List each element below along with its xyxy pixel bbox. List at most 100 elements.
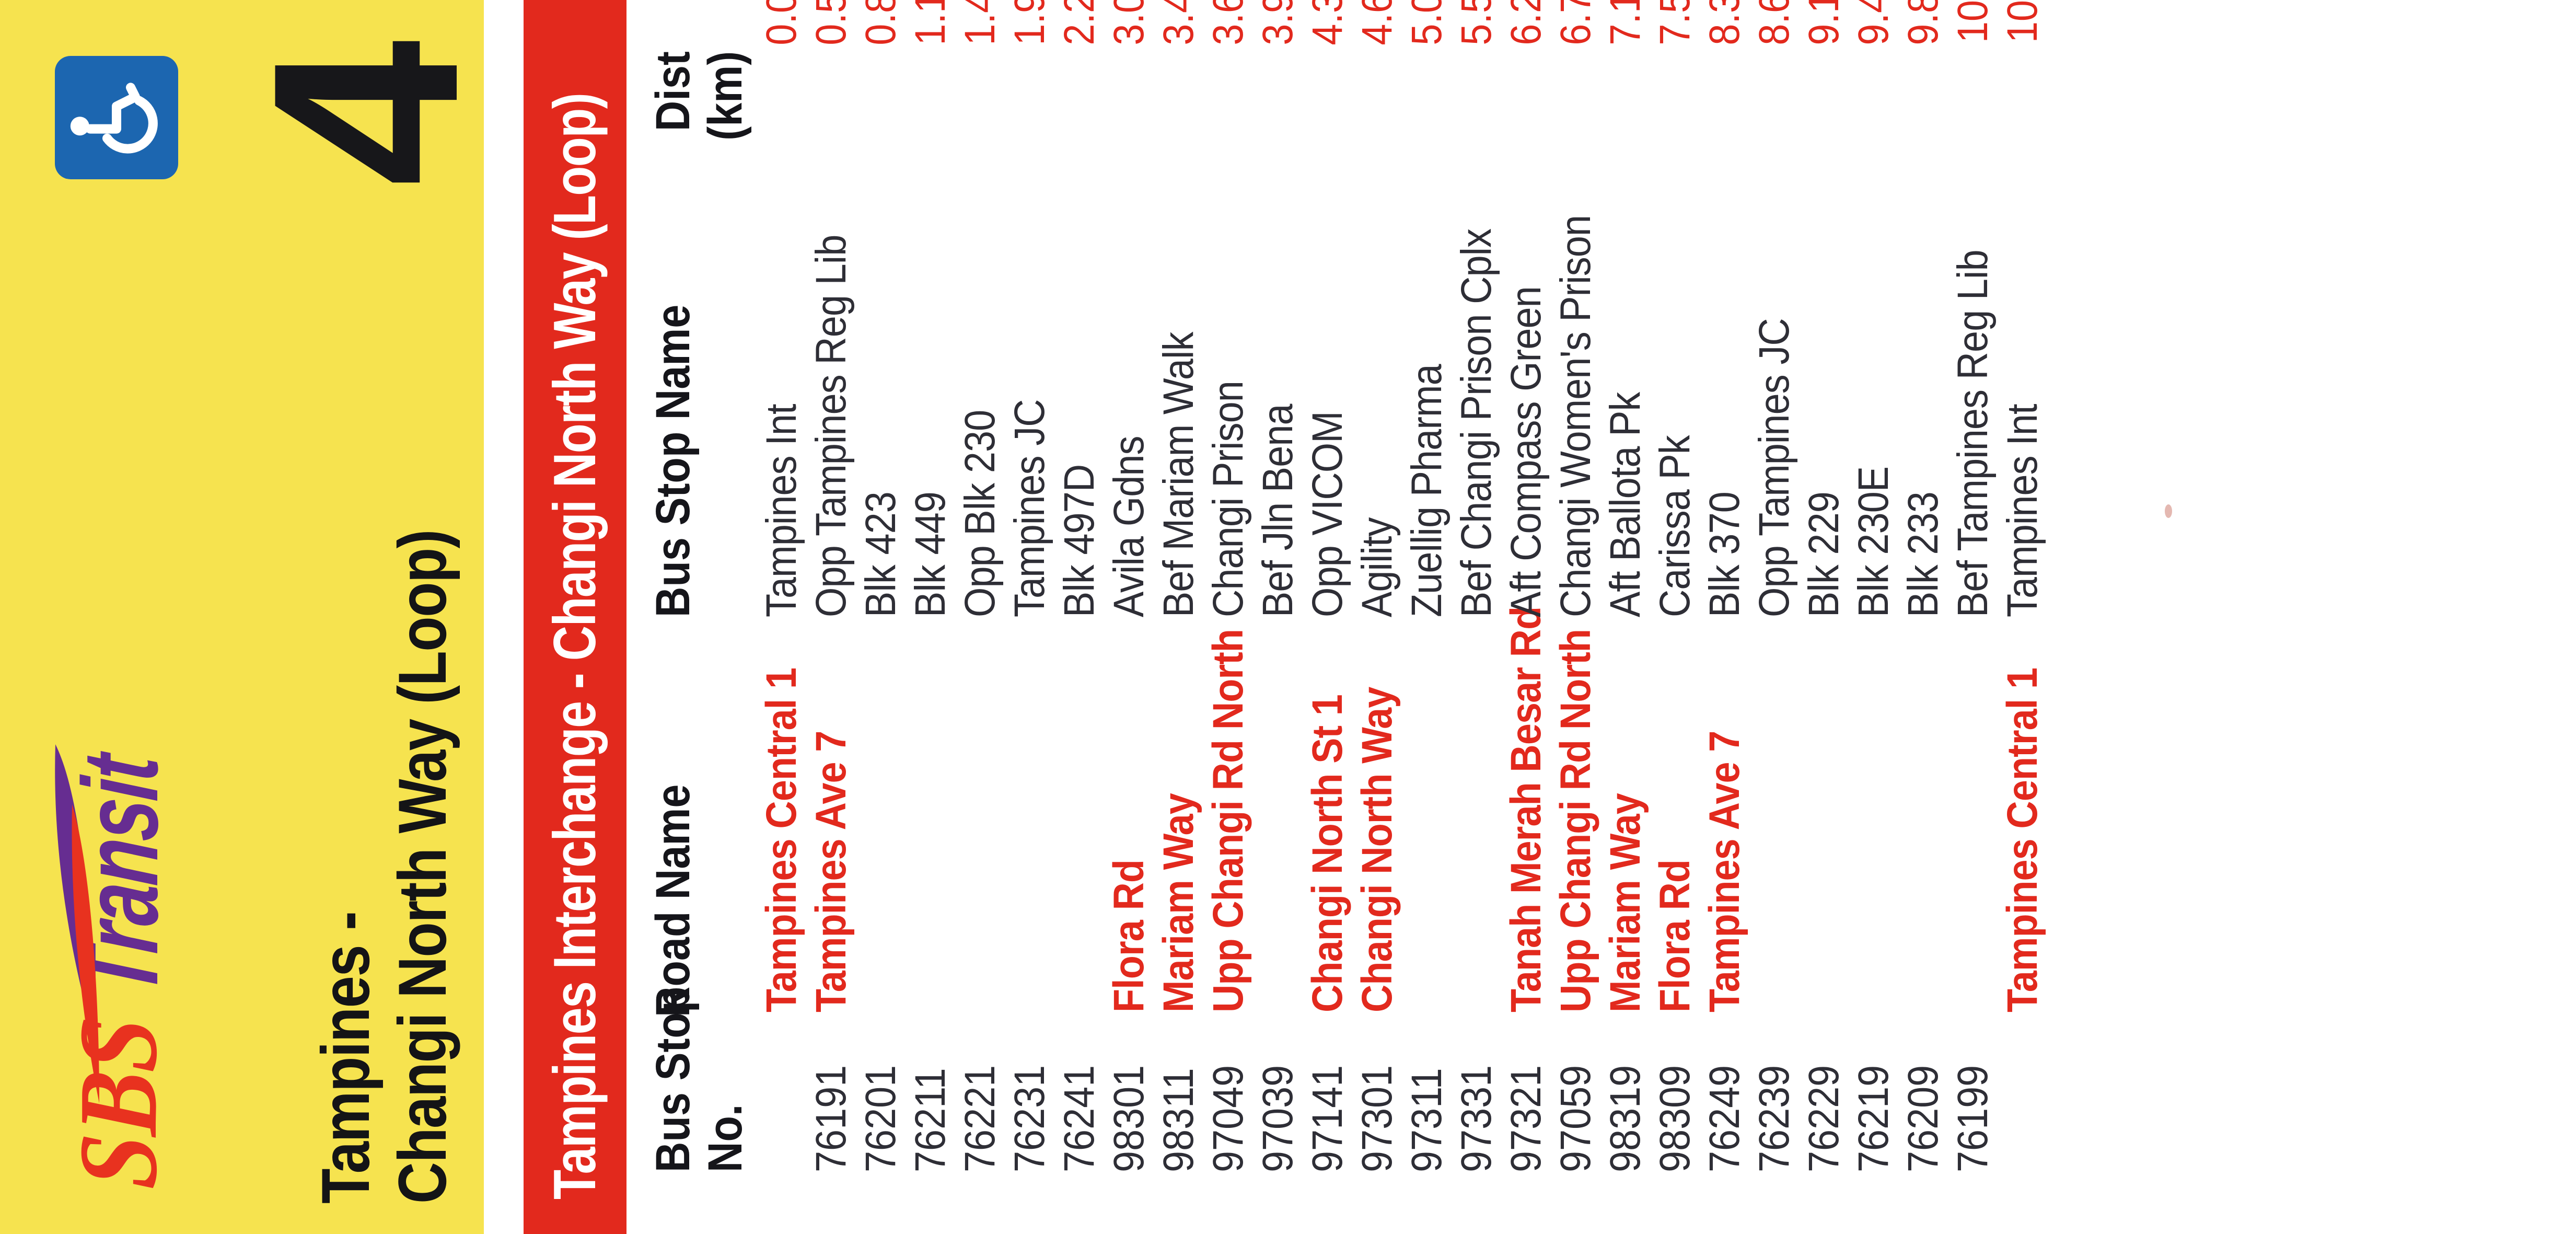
- distance-km: 8.3: [1701, 0, 1748, 45]
- table-row: 98301 Flora Rd Avila Gdns 3.0: [1104, 0, 1154, 1234]
- bus-stop-name: Bef Tampines Reg Lib: [1949, 250, 1997, 617]
- bus-stop-name: Blk 233: [1899, 492, 1947, 617]
- table-row: 76199 Bef Tampines Reg Lib 10.1: [1948, 0, 1998, 1234]
- table-row: 97049 Upp Changi Rd North Changi Prison …: [1203, 0, 1253, 1234]
- table-row: 98311 Mariam Way Bef Mariam Walk 3.4: [1154, 0, 1203, 1234]
- distance-km: 5.5: [1453, 0, 1500, 45]
- distance-km: 1.9: [1006, 0, 1053, 45]
- scan-speckle: [2165, 504, 2172, 518]
- road-name: Changi North St 1: [1304, 695, 1351, 1012]
- distance-km: 10.7: [1999, 0, 2046, 43]
- table-row: 98319 Mariam Way Aft Ballota Pk 7.1: [1600, 0, 1650, 1234]
- road-name: Changi North Way: [1353, 687, 1401, 1012]
- table-row: 98309 Flora Rd Carissa Pk 7.5: [1650, 0, 1700, 1234]
- bus-stop-name: Aft Compass Green: [1502, 286, 1550, 617]
- table-header: Bus Stop No. Road Name Bus Stop Name Dis…: [646, 0, 757, 1234]
- bus-stop-name: Avila Gdns: [1105, 436, 1153, 617]
- route-title: Tampines - Changi North Way (Loop): [307, 411, 461, 1204]
- table-row: 76191 Tampines Ave 7 Opp Tampines Reg Li…: [806, 0, 856, 1234]
- table-row: 97301 Changi North Way Agility 4.6: [1352, 0, 1402, 1234]
- bus-stop-no: 76229: [1800, 1065, 1848, 1172]
- bus-stop-name: Carissa Pk: [1651, 435, 1699, 617]
- route-title-line2: Changi North Way (Loop): [384, 530, 460, 1204]
- direction-banner-text: Tampines Interchange - Changi North Way …: [542, 93, 608, 1200]
- bus-stop-name: Bef Jln Bena: [1254, 404, 1302, 617]
- distance-km: 9.4: [1850, 0, 1897, 45]
- bus-stop-no: 76241: [1055, 1065, 1103, 1172]
- distance-km: 7.1: [1602, 0, 1649, 45]
- direction-banner: Tampines Interchange - Changi North Way …: [524, 0, 626, 1234]
- road-name: Tampines Central 1: [758, 667, 805, 1012]
- road-name: Tampines Ave 7: [807, 731, 855, 1012]
- bus-stop-no: 97321: [1502, 1065, 1550, 1172]
- bus-stop-no: 97311: [1403, 1068, 1451, 1172]
- bus-stop-name: Blk 370: [1701, 492, 1748, 617]
- bus-stop-name: Zuellig Pharma: [1403, 364, 1451, 617]
- distance-km: 2.2: [1055, 0, 1103, 45]
- bus-stop-name: Blk 229: [1800, 492, 1848, 617]
- distance-km: 0.8: [857, 0, 904, 45]
- table-row: 97141 Changi North St 1 Opp VICOM 4.3: [1303, 0, 1352, 1234]
- table-row: 97059 Upp Changi Rd North Changi Women's…: [1551, 0, 1600, 1234]
- wheelchair-accessible-badge: [55, 56, 178, 179]
- bus-stop-no: 98309: [1651, 1065, 1699, 1172]
- table-row: 76249 Tampines Ave 7 Blk 370 8.3: [1700, 0, 1749, 1234]
- bus-stop-name: Blk 230E: [1850, 466, 1897, 617]
- table-row: Tampines Central 1 Tampines Int 0.0: [757, 0, 806, 1234]
- service-number: 4: [218, 46, 513, 187]
- bus-stop-no: 76199: [1949, 1065, 1997, 1172]
- bus-stop-name: Blk 497D: [1055, 464, 1103, 617]
- table-row: 76201 Blk 423 0.8: [856, 0, 906, 1234]
- road-name: Mariam Way: [1602, 793, 1649, 1012]
- logo-swoosh-red-icon: [72, 804, 99, 1103]
- distance-km: 7.5: [1651, 0, 1699, 45]
- distance-km: 3.6: [1204, 0, 1252, 45]
- road-name: Tampines Ave 7: [1701, 731, 1748, 1012]
- header-dist: Dist (km): [646, 51, 752, 141]
- bus-stop-name: Aft Ballota Pk: [1602, 392, 1649, 617]
- distance-km: 5.0: [1403, 0, 1451, 45]
- bus-stop-name: Opp Tampines Reg Lib: [807, 235, 855, 617]
- road-name: Upp Changi Rd North: [1204, 629, 1252, 1012]
- table-row: 76219 Blk 230E 9.4: [1849, 0, 1898, 1234]
- distance-km: 4.3: [1304, 0, 1351, 45]
- bus-stop-no: 97141: [1304, 1065, 1351, 1172]
- bus-stop-no: 76221: [956, 1065, 1004, 1172]
- masthead: SBS Transit 4 Tampines - Changi North Wa…: [0, 0, 513, 1234]
- bus-stop-no: 76231: [1006, 1065, 1053, 1172]
- road-name: Flora Rd: [1105, 859, 1153, 1012]
- road-name: Mariam Way: [1155, 793, 1202, 1012]
- bus-stop-name: Changi Prison: [1204, 381, 1252, 617]
- bus-stop-name: Tampines Int: [758, 404, 805, 617]
- table-row: 76229 Blk 229 9.1: [1799, 0, 1849, 1234]
- table-row: 76241 Blk 497D 2.2: [1054, 0, 1104, 1234]
- bus-stop-no: 76209: [1899, 1065, 1947, 1172]
- bus-stop-no: 98311: [1155, 1068, 1202, 1172]
- distance-km: 8.6: [1750, 0, 1798, 45]
- distance-km: 4.6: [1353, 0, 1401, 45]
- bus-stop-name: Changi Women's Prison: [1552, 215, 1599, 617]
- bus-stop-no: 76239: [1750, 1065, 1798, 1172]
- header-road-name: Road Name: [646, 784, 700, 1017]
- bus-stop-no: 76201: [857, 1065, 904, 1172]
- distance-km: 6.7: [1552, 0, 1599, 45]
- table-row: 76231 Tampines JC 1.9: [1005, 0, 1054, 1234]
- table-row: 76221 Opp Blk 230 1.4: [955, 0, 1005, 1234]
- bus-stop-name: Opp Tampines JC: [1750, 318, 1798, 617]
- bus-stop-no: 98301: [1105, 1065, 1153, 1172]
- bus-stop-name: Blk 423: [857, 492, 904, 617]
- table-row: Tampines Central 1 Tampines Int 10.7: [1998, 0, 2047, 1234]
- bus-stop-no: 76219: [1850, 1065, 1897, 1172]
- wheelchair-icon: [70, 83, 158, 154]
- distance-km: 1.1: [907, 0, 954, 45]
- bus-stop-name: Bef Changi Prison Cplx: [1453, 228, 1500, 617]
- distance-km: 10.1: [1949, 0, 1997, 43]
- road-name: Tanah Merah Besar Rd: [1502, 606, 1550, 1012]
- distance-km: 1.4: [956, 0, 1004, 45]
- bus-stop-no: 76191: [807, 1065, 855, 1172]
- table-rows: Tampines Central 1 Tampines Int 0.0 7619…: [757, 0, 2047, 1234]
- bus-stop-name: Agility: [1353, 517, 1401, 617]
- distance-km: 9.8: [1899, 0, 1947, 45]
